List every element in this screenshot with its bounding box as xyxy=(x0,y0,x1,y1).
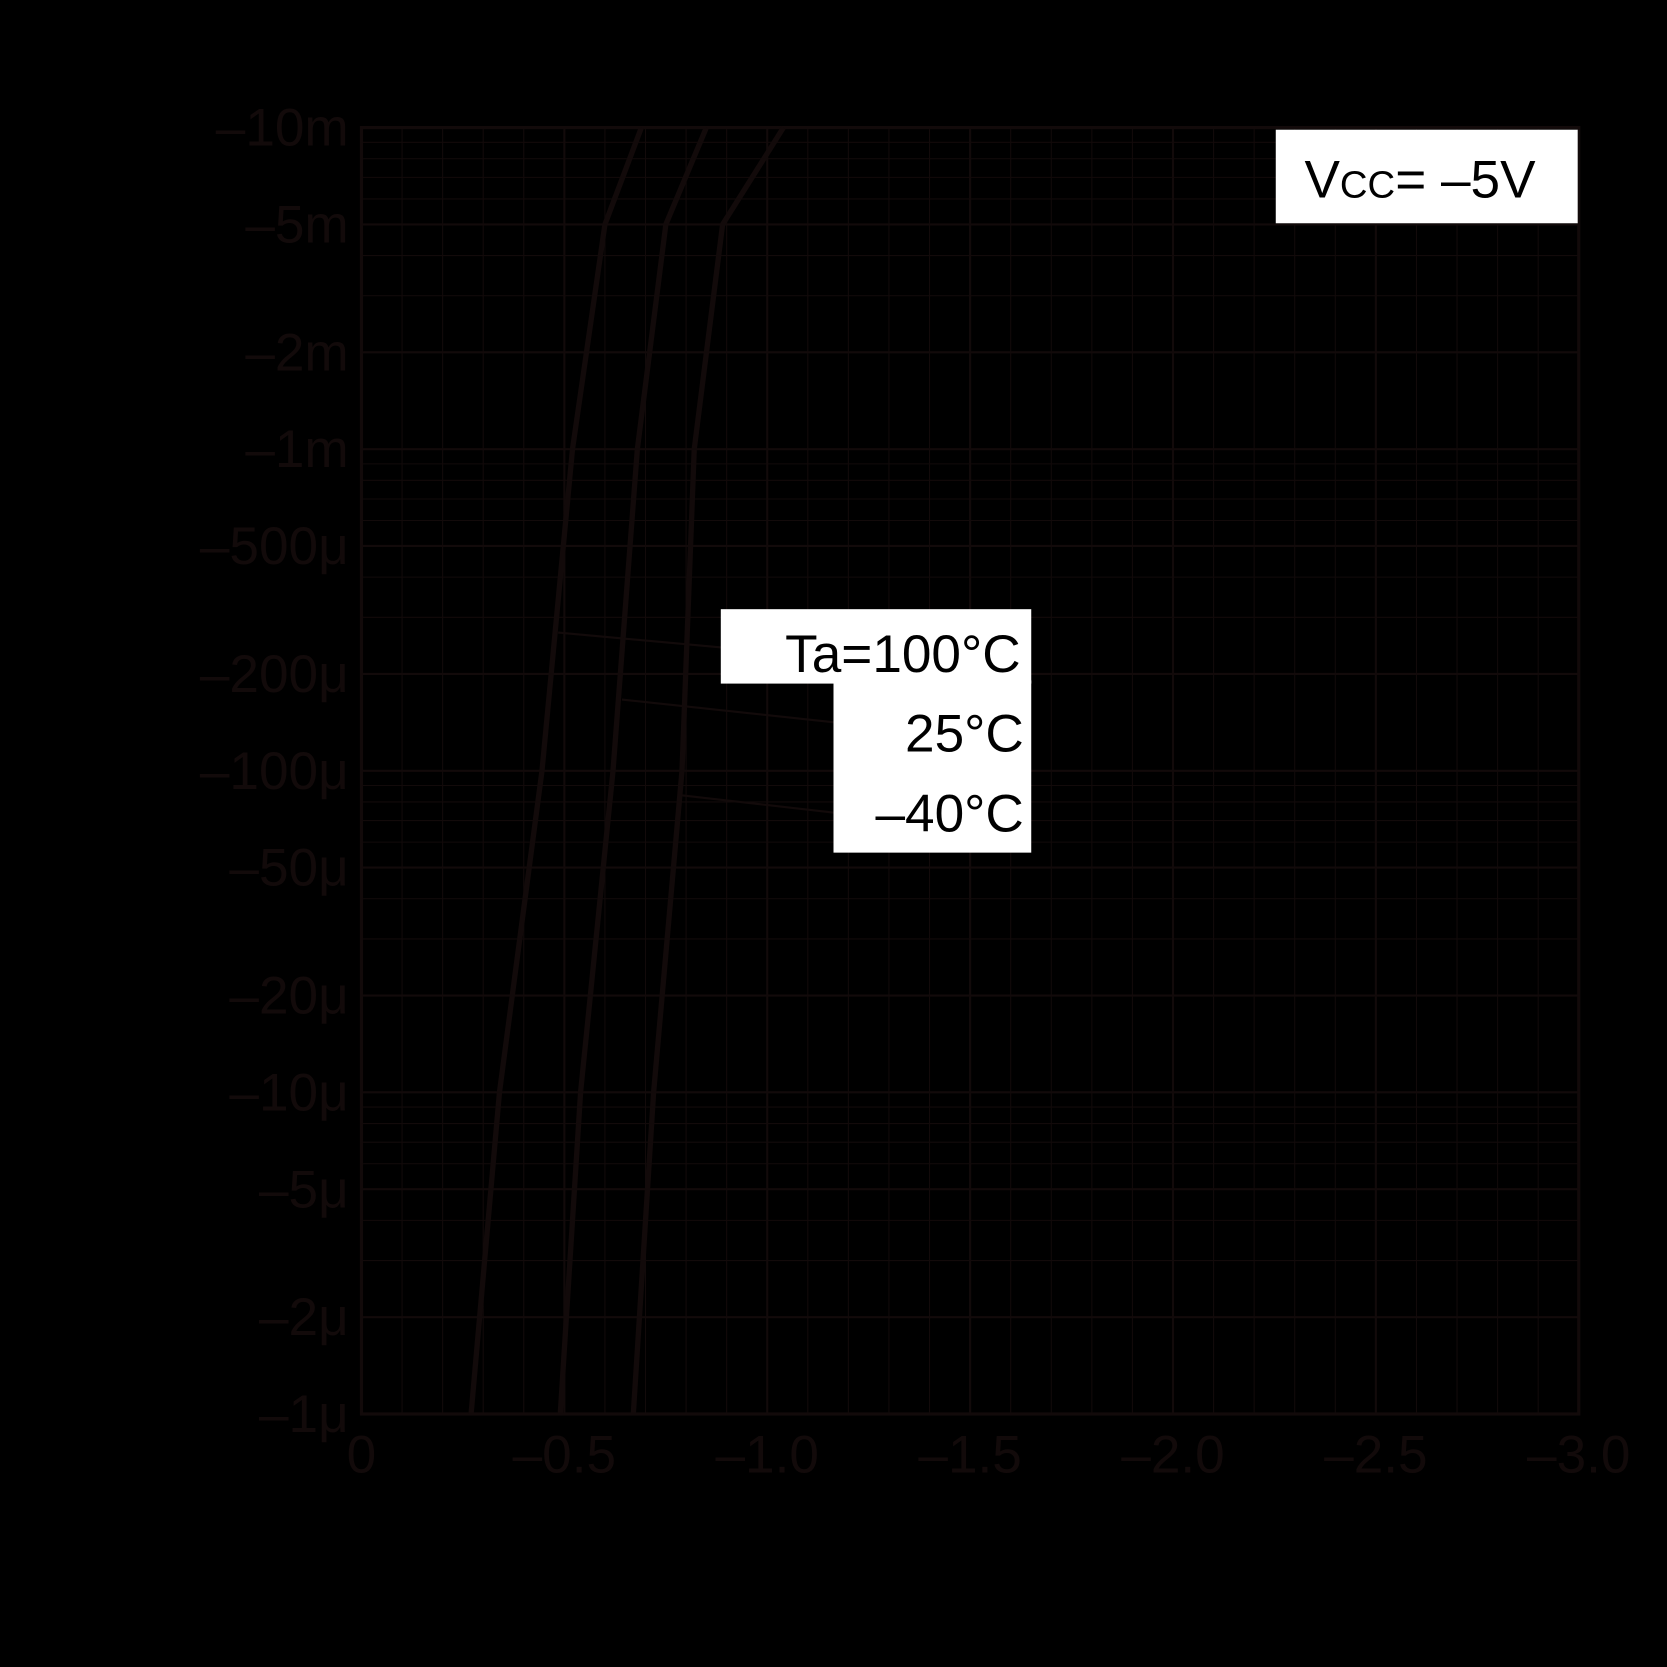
y-tick-label: –5μ xyxy=(259,1160,349,1219)
x-tick-label: 0 xyxy=(347,1425,377,1484)
x-tick-label: –0.5 xyxy=(513,1425,616,1484)
curves xyxy=(468,126,840,1415)
legend-box-top xyxy=(720,609,1032,684)
y-tick-label: –1m xyxy=(245,420,348,479)
vcc-annotation: VCC= –5V xyxy=(1275,129,1578,224)
legend-box-bottom xyxy=(833,680,1032,853)
legend-label-100c: Ta=100°C xyxy=(785,625,1020,684)
y-tick-label: –1μ xyxy=(259,1385,349,1444)
vcc-label: VCC= –5V xyxy=(1304,151,1536,210)
y-tick-label: –50μ xyxy=(229,839,348,898)
y-tick-label: –2m xyxy=(245,323,348,382)
leader-line xyxy=(680,794,840,815)
leader-line xyxy=(558,631,734,650)
y-tick-label: –10μ xyxy=(229,1063,348,1122)
x-tick-label: –2.5 xyxy=(1324,1425,1427,1484)
y-tick-label: –5m xyxy=(245,195,348,254)
legend-label-minus40c: –40°C xyxy=(876,784,1024,843)
x-tick-label: –1.5 xyxy=(918,1425,1021,1484)
y-tick-labels: –10m –5m –2m –1m –500μ –200μ –100μ –50μ –20μ –10μ… xyxy=(200,99,349,1444)
y-tick-label: –2μ xyxy=(259,1288,349,1347)
legend-label-25c: 25°C xyxy=(905,705,1024,764)
legend: Ta=100°C 25°C –40°C xyxy=(720,609,1032,853)
y-tick-label: –500μ xyxy=(200,517,349,576)
y-tick-label: –100μ xyxy=(200,742,349,801)
vcc-box xyxy=(1275,129,1578,224)
y-tick-label: –20μ xyxy=(229,967,348,1026)
curve-25c xyxy=(557,126,709,1415)
y-tick-label: –200μ xyxy=(200,645,349,704)
x-tick-labels: 0 –0.5 –1.0 –1.5 –2.0 –2.5 –3.0 xyxy=(347,1425,1631,1484)
plot-frame xyxy=(359,125,1581,1416)
x-tick-label: –2.0 xyxy=(1121,1425,1224,1484)
x-tick-label: –1.0 xyxy=(716,1425,819,1484)
curve-100c xyxy=(468,126,644,1415)
curve-minus40c xyxy=(630,126,786,1415)
x-tick-label: –3.0 xyxy=(1527,1425,1630,1484)
y-tick-label: –10m xyxy=(216,99,349,158)
leader-line xyxy=(621,698,840,724)
